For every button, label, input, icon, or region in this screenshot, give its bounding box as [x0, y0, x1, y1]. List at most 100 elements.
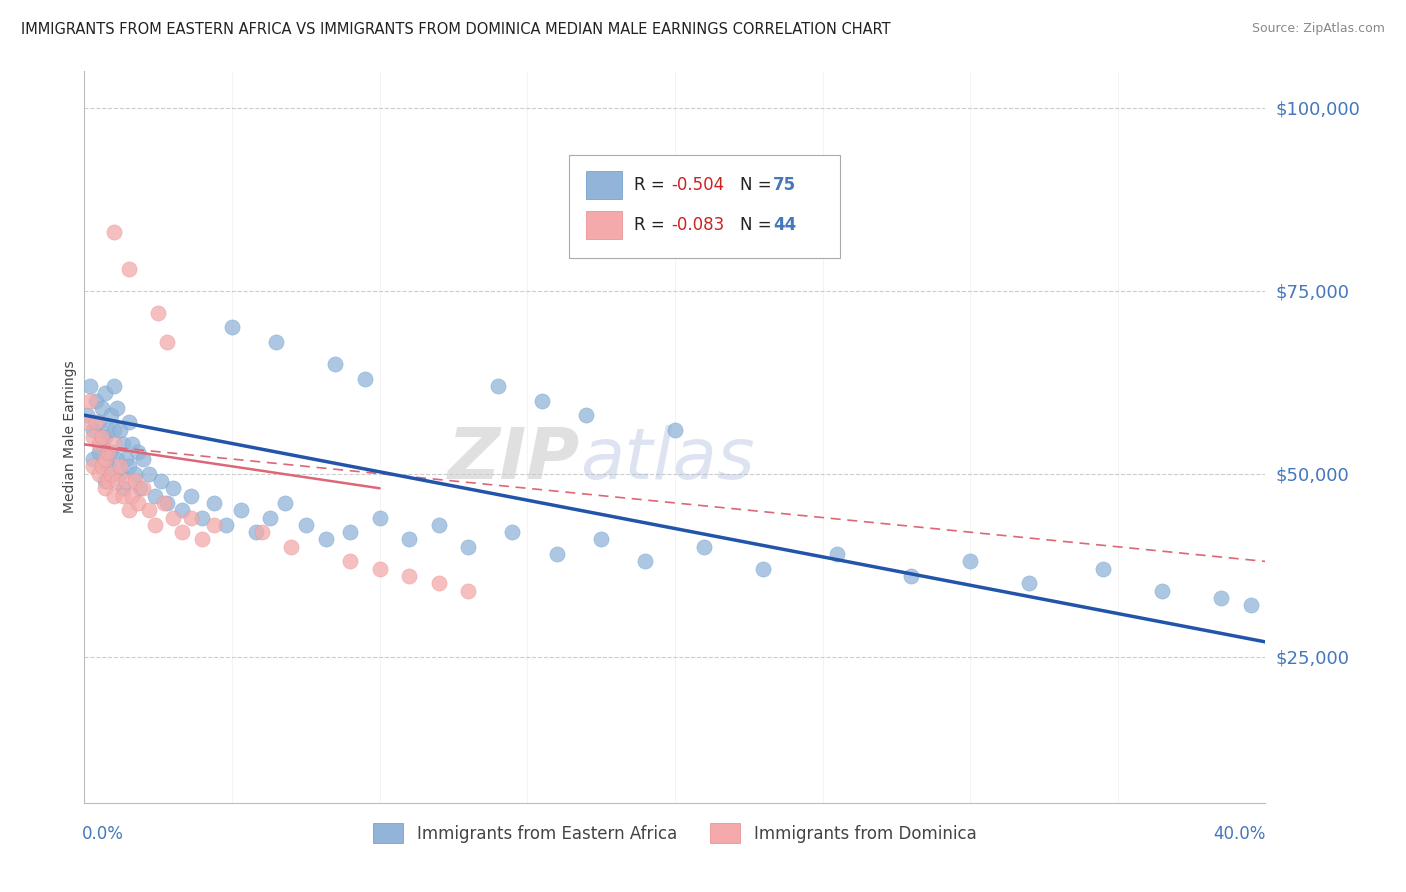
- Point: [180, 510, 202, 524]
- Point: [114, 474, 136, 488]
- Point: [97, 444, 120, 458]
- Point: [79, 393, 101, 408]
- Point: [575, 408, 598, 422]
- Point: [87, 467, 111, 481]
- Point: [79, 379, 101, 393]
- Point: [84, 393, 107, 408]
- Point: [138, 503, 160, 517]
- Point: [124, 467, 146, 481]
- Point: [398, 569, 420, 583]
- Point: [153, 496, 176, 510]
- Point: [1240, 599, 1263, 613]
- Point: [118, 261, 141, 276]
- Y-axis label: Median Male Earnings: Median Male Earnings: [63, 360, 77, 514]
- Text: 44: 44: [773, 216, 796, 234]
- Point: [1150, 583, 1173, 598]
- Point: [138, 467, 160, 481]
- Point: [900, 569, 922, 583]
- Text: -0.083: -0.083: [671, 216, 724, 234]
- Point: [94, 474, 117, 488]
- Point: [111, 481, 134, 495]
- Point: [170, 525, 193, 540]
- Point: [97, 474, 120, 488]
- Point: [191, 533, 214, 547]
- Point: [501, 525, 523, 540]
- Point: [97, 423, 120, 437]
- Text: R =: R =: [634, 216, 669, 234]
- Point: [546, 547, 568, 561]
- Point: [368, 510, 391, 524]
- Point: [202, 517, 225, 532]
- Point: [315, 533, 337, 547]
- Point: [111, 489, 134, 503]
- Point: [156, 496, 179, 510]
- Point: [156, 334, 179, 349]
- Point: [457, 583, 479, 598]
- Text: -0.504: -0.504: [671, 176, 724, 194]
- Point: [100, 467, 122, 481]
- Point: [87, 437, 111, 451]
- Point: [591, 533, 613, 547]
- Point: [105, 474, 128, 488]
- Point: [202, 496, 225, 510]
- Point: [129, 481, 152, 495]
- Point: [121, 437, 143, 451]
- Text: ZIP: ZIP: [449, 425, 581, 493]
- Point: [118, 503, 141, 517]
- Point: [118, 416, 141, 430]
- Text: atlas: atlas: [581, 425, 755, 493]
- Point: [103, 489, 125, 503]
- Point: [368, 562, 391, 576]
- Point: [87, 444, 111, 458]
- Point: [87, 416, 111, 430]
- Point: [325, 357, 347, 371]
- Point: [114, 452, 136, 467]
- Point: [150, 474, 173, 488]
- Point: [103, 437, 125, 451]
- Point: [221, 320, 243, 334]
- Point: [76, 408, 98, 422]
- Point: [259, 510, 281, 524]
- Point: [339, 525, 361, 540]
- Point: [170, 503, 193, 517]
- Point: [215, 517, 238, 532]
- Point: [180, 489, 202, 503]
- Point: [486, 379, 509, 393]
- Point: [664, 423, 686, 437]
- Point: [111, 437, 134, 451]
- Point: [693, 540, 716, 554]
- Point: [162, 481, 184, 495]
- Point: [132, 481, 155, 495]
- Point: [1092, 562, 1115, 576]
- Point: [103, 379, 125, 393]
- Point: [354, 371, 377, 385]
- Text: Source: ZipAtlas.com: Source: ZipAtlas.com: [1251, 22, 1385, 36]
- Point: [91, 430, 114, 444]
- Point: [266, 334, 288, 349]
- Point: [108, 467, 131, 481]
- Point: [76, 416, 98, 430]
- Point: [94, 452, 117, 467]
- Point: [108, 459, 131, 474]
- Point: [427, 576, 450, 591]
- Point: [105, 401, 128, 415]
- Point: [132, 452, 155, 467]
- Point: [1211, 591, 1233, 605]
- Point: [427, 517, 450, 532]
- Text: 40.0%: 40.0%: [1213, 825, 1265, 843]
- Point: [959, 554, 981, 568]
- Point: [634, 554, 657, 568]
- Point: [82, 459, 104, 474]
- Point: [94, 430, 117, 444]
- Point: [94, 481, 117, 495]
- Point: [82, 423, 104, 437]
- Point: [1018, 576, 1040, 591]
- Point: [108, 423, 131, 437]
- Point: [91, 459, 114, 474]
- Point: [143, 489, 166, 503]
- Point: [100, 408, 122, 422]
- Point: [245, 525, 267, 540]
- Legend: Immigrants from Eastern Africa, Immigrants from Dominica: Immigrants from Eastern Africa, Immigran…: [367, 817, 983, 849]
- Point: [457, 540, 479, 554]
- Point: [295, 517, 318, 532]
